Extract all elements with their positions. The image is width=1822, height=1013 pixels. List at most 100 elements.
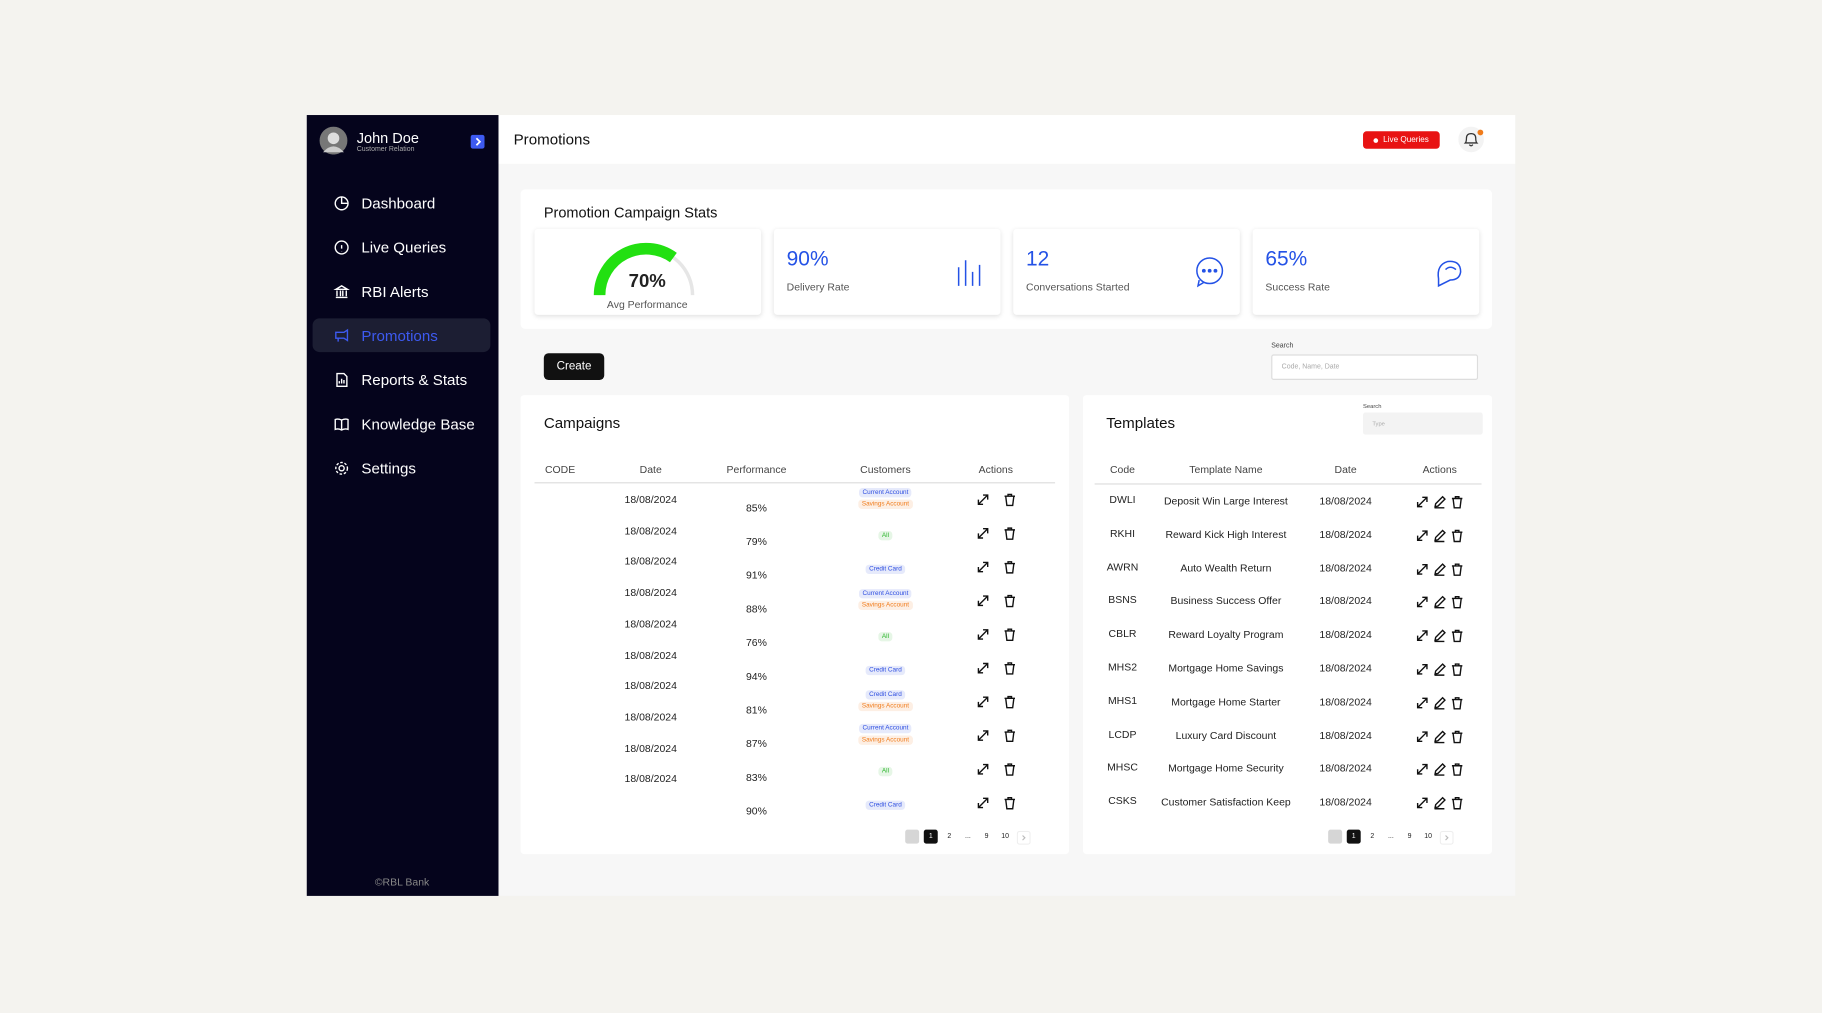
edit-action[interactable] xyxy=(1433,762,1447,777)
nav-item[interactable]: Reports & Stats xyxy=(361,371,468,389)
delete-action[interactable] xyxy=(1003,626,1017,641)
nav-icon xyxy=(333,328,349,344)
delete-action[interactable] xyxy=(1003,694,1017,709)
sidebar xyxy=(306,115,499,896)
page-button[interactable]: 2 xyxy=(947,833,952,841)
delete-action[interactable] xyxy=(1003,795,1017,810)
delete-action[interactable] xyxy=(1003,727,1017,743)
delete-action[interactable] xyxy=(1003,660,1017,675)
footer: ©RBL Bank xyxy=(374,876,430,888)
expand-action[interactable] xyxy=(1415,527,1429,541)
template-name: Mortgage Home Security xyxy=(1168,762,1284,775)
expand-action[interactable] xyxy=(1415,695,1429,709)
notifications[interactable] xyxy=(1458,126,1486,155)
column-header: Code xyxy=(1109,463,1135,476)
stats-title: Promotion Campaign Stats xyxy=(543,204,718,221)
delete-action[interactable] xyxy=(1450,628,1464,643)
campaign-performance: 90% xyxy=(745,805,767,817)
edit-action-svg xyxy=(1434,696,1446,710)
expand-action[interactable] xyxy=(976,727,990,741)
delete-action[interactable] xyxy=(1450,795,1464,810)
edit-action[interactable] xyxy=(1433,695,1447,710)
page-button[interactable]: 1 xyxy=(923,829,938,844)
expand-action[interactable] xyxy=(976,761,990,775)
delete-action[interactable] xyxy=(1003,492,1017,507)
expand-action-svg xyxy=(1416,730,1428,742)
page-prev[interactable] xyxy=(905,829,920,844)
expand-action[interactable] xyxy=(976,795,990,809)
delete-action[interactable] xyxy=(1450,594,1464,609)
edit-action[interactable] xyxy=(1433,594,1447,609)
delete-action-svg xyxy=(1004,561,1016,574)
nav-item[interactable]: Dashboard xyxy=(361,194,436,213)
column-header: Template Name xyxy=(1189,463,1263,476)
page-button[interactable]: 9 xyxy=(984,833,989,841)
campaign-date: 18/08/2024 xyxy=(624,679,677,692)
stat-icon xyxy=(1434,256,1467,289)
page-next[interactable] xyxy=(1016,830,1031,845)
page-button[interactable]: 10 xyxy=(1424,833,1432,841)
page-button[interactable]: 10 xyxy=(1001,833,1010,841)
edit-action[interactable] xyxy=(1433,561,1447,576)
collapse-button[interactable] xyxy=(470,134,485,149)
delete-action[interactable] xyxy=(1450,561,1464,576)
expand-action[interactable] xyxy=(976,694,990,708)
page-prev[interactable] xyxy=(1328,829,1343,844)
templates-placeholder: Type xyxy=(1372,420,1385,428)
delete-action[interactable] xyxy=(1003,761,1017,776)
page-button[interactable]: ... xyxy=(1387,833,1394,841)
expand-action[interactable] xyxy=(976,492,990,506)
template-code: BSNS xyxy=(1108,594,1137,606)
column-header: Actions xyxy=(1422,463,1457,476)
customer-tag: Savings Account xyxy=(858,701,913,712)
page-button[interactable]: 9 xyxy=(1407,833,1412,841)
expand-action[interactable] xyxy=(976,626,990,640)
edit-action[interactable] xyxy=(1433,527,1447,542)
nav-item[interactable]: Settings xyxy=(361,459,416,478)
delete-action[interactable] xyxy=(1450,661,1464,676)
expand-action[interactable] xyxy=(1415,762,1429,776)
create-button[interactable]: Create xyxy=(543,353,605,380)
edit-action[interactable] xyxy=(1433,661,1447,676)
expand-action[interactable] xyxy=(976,525,990,539)
expand-action[interactable] xyxy=(1415,628,1429,642)
campaign-date: 18/08/2024 xyxy=(624,555,677,568)
page-button[interactable]: 2 xyxy=(1370,833,1375,841)
edit-action[interactable] xyxy=(1433,628,1447,643)
expand-action[interactable] xyxy=(1415,594,1429,608)
templates-search[interactable]: Type xyxy=(1363,412,1483,435)
template-date: 18/08/2024 xyxy=(1319,495,1372,507)
page-next[interactable] xyxy=(1439,830,1454,845)
delete-action[interactable] xyxy=(1003,559,1017,574)
campaign-date: 18/08/2024 xyxy=(624,524,677,537)
delete-action[interactable] xyxy=(1003,593,1017,608)
expand-action-svg xyxy=(1416,697,1428,709)
expand-action[interactable] xyxy=(1415,561,1429,575)
delete-action[interactable] xyxy=(1450,494,1464,509)
edit-action[interactable] xyxy=(1433,728,1447,743)
nav-item[interactable]: Promotions xyxy=(361,327,438,345)
delete-action[interactable] xyxy=(1450,527,1464,542)
expand-action[interactable] xyxy=(976,660,990,674)
nav-item[interactable]: Live Queries xyxy=(361,238,447,257)
expand-action[interactable] xyxy=(976,593,990,607)
expand-action[interactable] xyxy=(1415,795,1429,809)
page-button[interactable]: ... xyxy=(965,833,971,841)
search-input[interactable]: Code, Name, Date xyxy=(1271,354,1479,380)
delete-action[interactable] xyxy=(1003,525,1017,540)
expand-action[interactable] xyxy=(1415,494,1429,508)
nav-icon xyxy=(333,460,349,476)
page-button[interactable]: 1 xyxy=(1346,829,1361,844)
expand-action[interactable] xyxy=(1415,728,1429,742)
expand-action[interactable] xyxy=(1415,661,1429,675)
expand-action[interactable] xyxy=(976,559,990,573)
edit-action[interactable] xyxy=(1433,494,1447,509)
delete-action[interactable] xyxy=(1450,762,1464,777)
delete-action[interactable] xyxy=(1450,695,1464,710)
column-header: Actions xyxy=(978,463,1013,476)
delete-action[interactable] xyxy=(1450,728,1464,743)
live-queries-button[interactable]: Live Queries xyxy=(1363,131,1440,149)
nav-item[interactable]: RBI Alerts xyxy=(361,282,429,301)
nav-item[interactable]: Knowledge Base xyxy=(361,415,475,433)
edit-action[interactable] xyxy=(1433,795,1447,810)
